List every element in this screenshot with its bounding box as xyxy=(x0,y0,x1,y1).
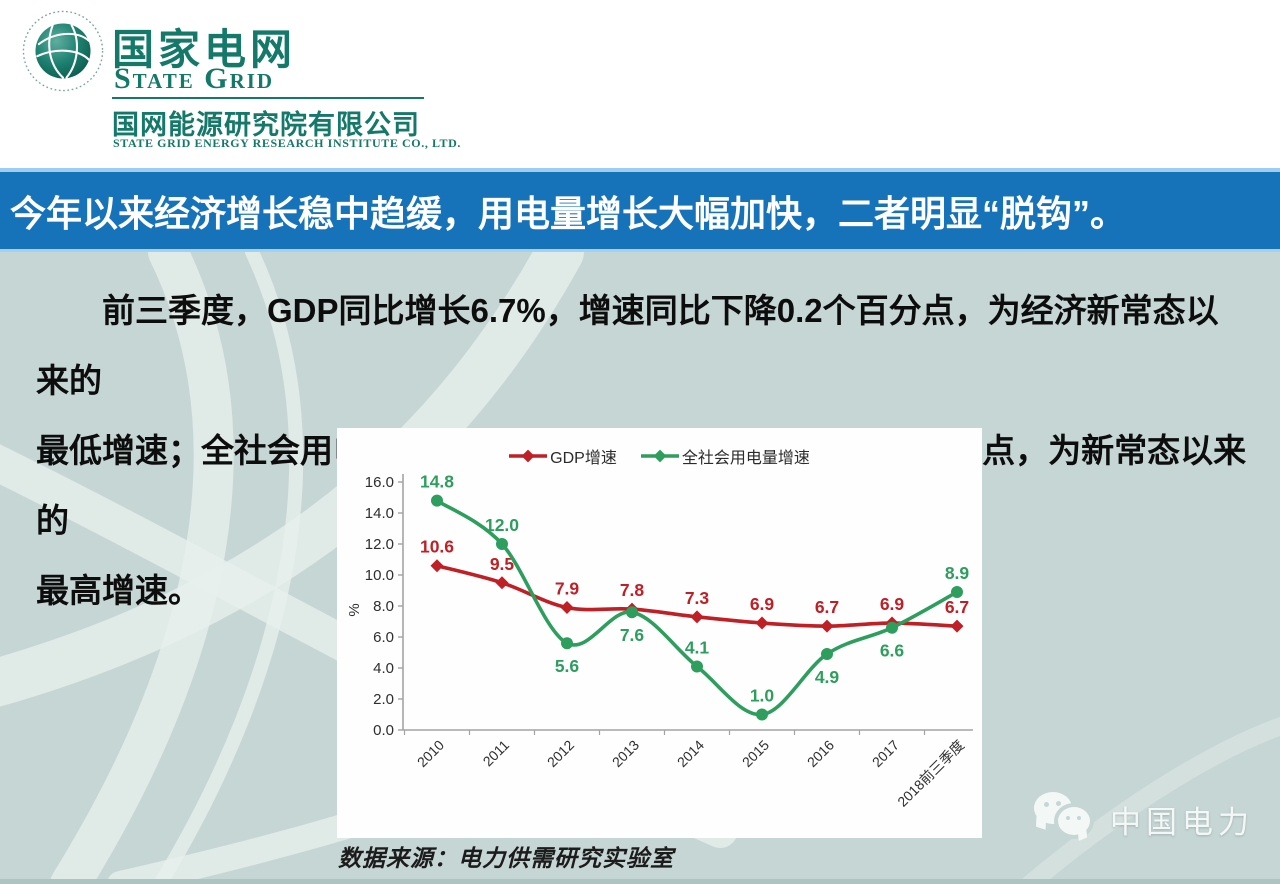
svg-text:4.0: 4.0 xyxy=(373,660,394,677)
svg-text:9.5: 9.5 xyxy=(490,554,515,574)
svg-text:7.8: 7.8 xyxy=(620,580,645,600)
svg-text:12.0: 12.0 xyxy=(485,515,519,535)
watermark-label: 中国电力 xyxy=(1110,804,1254,840)
svg-text:2010: 2010 xyxy=(414,737,447,770)
series-GDP增速: 10.6 9.5 7.9 7.8 7.3 6.9 6.7 6.9 6.7 xyxy=(420,537,969,633)
svg-text:4.9: 4.9 xyxy=(815,667,840,687)
svg-text:12.0: 12.0 xyxy=(365,536,394,553)
svg-text:7.3: 7.3 xyxy=(685,588,710,608)
svg-text:2013: 2013 xyxy=(609,737,642,770)
chart-legend: GDP增速 全社会用电量增速 xyxy=(337,444,982,468)
legend-item-GDP增速: GDP增速 xyxy=(509,444,617,468)
svg-text:7.6: 7.6 xyxy=(620,625,645,645)
wechat-watermark: 中国电力 xyxy=(1034,792,1254,846)
paragraph-line: 最高增速。 xyxy=(36,572,201,609)
svg-text:8.9: 8.9 xyxy=(945,563,970,583)
svg-text:2015: 2015 xyxy=(739,737,772,770)
series-全社会用电量增速: 14.8 12.0 5.6 7.6 4.1 1.0 4.9 6.6 8.9 xyxy=(420,472,969,721)
header: 国家电网 State Grid 国网能源研究院有限公司 STATE GRID E… xyxy=(0,0,1280,168)
svg-text:6.0: 6.0 xyxy=(373,629,394,646)
svg-text:4.1: 4.1 xyxy=(685,637,710,657)
svg-text:14.0: 14.0 xyxy=(365,505,394,522)
legend-label: GDP增速 xyxy=(550,450,617,467)
chart-plot-area: 0.0 2.0 4.0 6.0 8.0 10.0 12.0 14.0 16.0% 2010 2011… xyxy=(346,472,973,810)
svg-text:1.0: 1.0 xyxy=(750,686,775,706)
svg-text:5.6: 5.6 xyxy=(555,656,580,676)
svg-text:6.9: 6.9 xyxy=(750,594,775,614)
paragraph-line: 前三季度，GDP同比增长6.7%，增速同比下降0.2个百分点，为经济新常态以来的 xyxy=(36,292,1219,399)
bottom-strip xyxy=(0,879,1280,884)
org-name-en: STATE GRID ENERGY RESEARCH INSTITUTE CO.… xyxy=(113,136,462,150)
brand-name-cn: 国家电网 xyxy=(112,26,297,73)
svg-text:2.0: 2.0 xyxy=(373,691,394,708)
org-name-cn: 国网能源研究院有限公司 xyxy=(112,110,420,140)
svg-text:6.6: 6.6 xyxy=(880,641,905,661)
svg-text:%: % xyxy=(346,603,363,616)
svg-text:10.6: 10.6 xyxy=(420,537,454,557)
svg-text:6.9: 6.9 xyxy=(880,594,905,614)
svg-text:2016: 2016 xyxy=(804,737,837,770)
brand-divider xyxy=(112,97,424,99)
legend-label: 全社会用电量增速 xyxy=(681,450,810,467)
headline-banner: 今年以来经济增长稳中趋缓，用电量增长大幅加快，二者明显“脱钩”。 xyxy=(0,168,1280,252)
svg-text:14.8: 14.8 xyxy=(420,472,454,492)
svg-text:2012: 2012 xyxy=(544,737,577,770)
svg-text:8.0: 8.0 xyxy=(373,598,394,615)
svg-text:16.0: 16.0 xyxy=(365,474,394,491)
gdp-electricity-line-chart: 0.0 2.0 4.0 6.0 8.0 10.0 12.0 14.0 16.0% 2010 2011… xyxy=(337,428,982,838)
svg-text:2011: 2011 xyxy=(480,737,513,770)
svg-text:2017: 2017 xyxy=(869,737,902,770)
svg-text:0.0: 0.0 xyxy=(373,722,394,739)
brand-name-en: State Grid xyxy=(114,62,275,95)
svg-text:7.9: 7.9 xyxy=(555,579,580,599)
svg-text:2018前三季度: 2018前三季度 xyxy=(894,737,967,810)
legend-item-全社会用电量增速: 全社会用电量增速 xyxy=(640,444,810,468)
svg-text:2014: 2014 xyxy=(674,737,707,770)
state-grid-emblem-icon xyxy=(22,10,104,92)
data-source-note: 数据来源：电力供需研究实验室 xyxy=(338,846,674,871)
svg-text:6.7: 6.7 xyxy=(815,597,839,617)
svg-text:10.0: 10.0 xyxy=(365,567,394,584)
headline-title: 今年以来经济增长稳中趋缓，用电量增长大幅加快，二者明显“脱钩”。 xyxy=(10,192,1127,234)
wechat-icon xyxy=(1034,792,1096,846)
svg-text:6.7: 6.7 xyxy=(945,597,969,617)
